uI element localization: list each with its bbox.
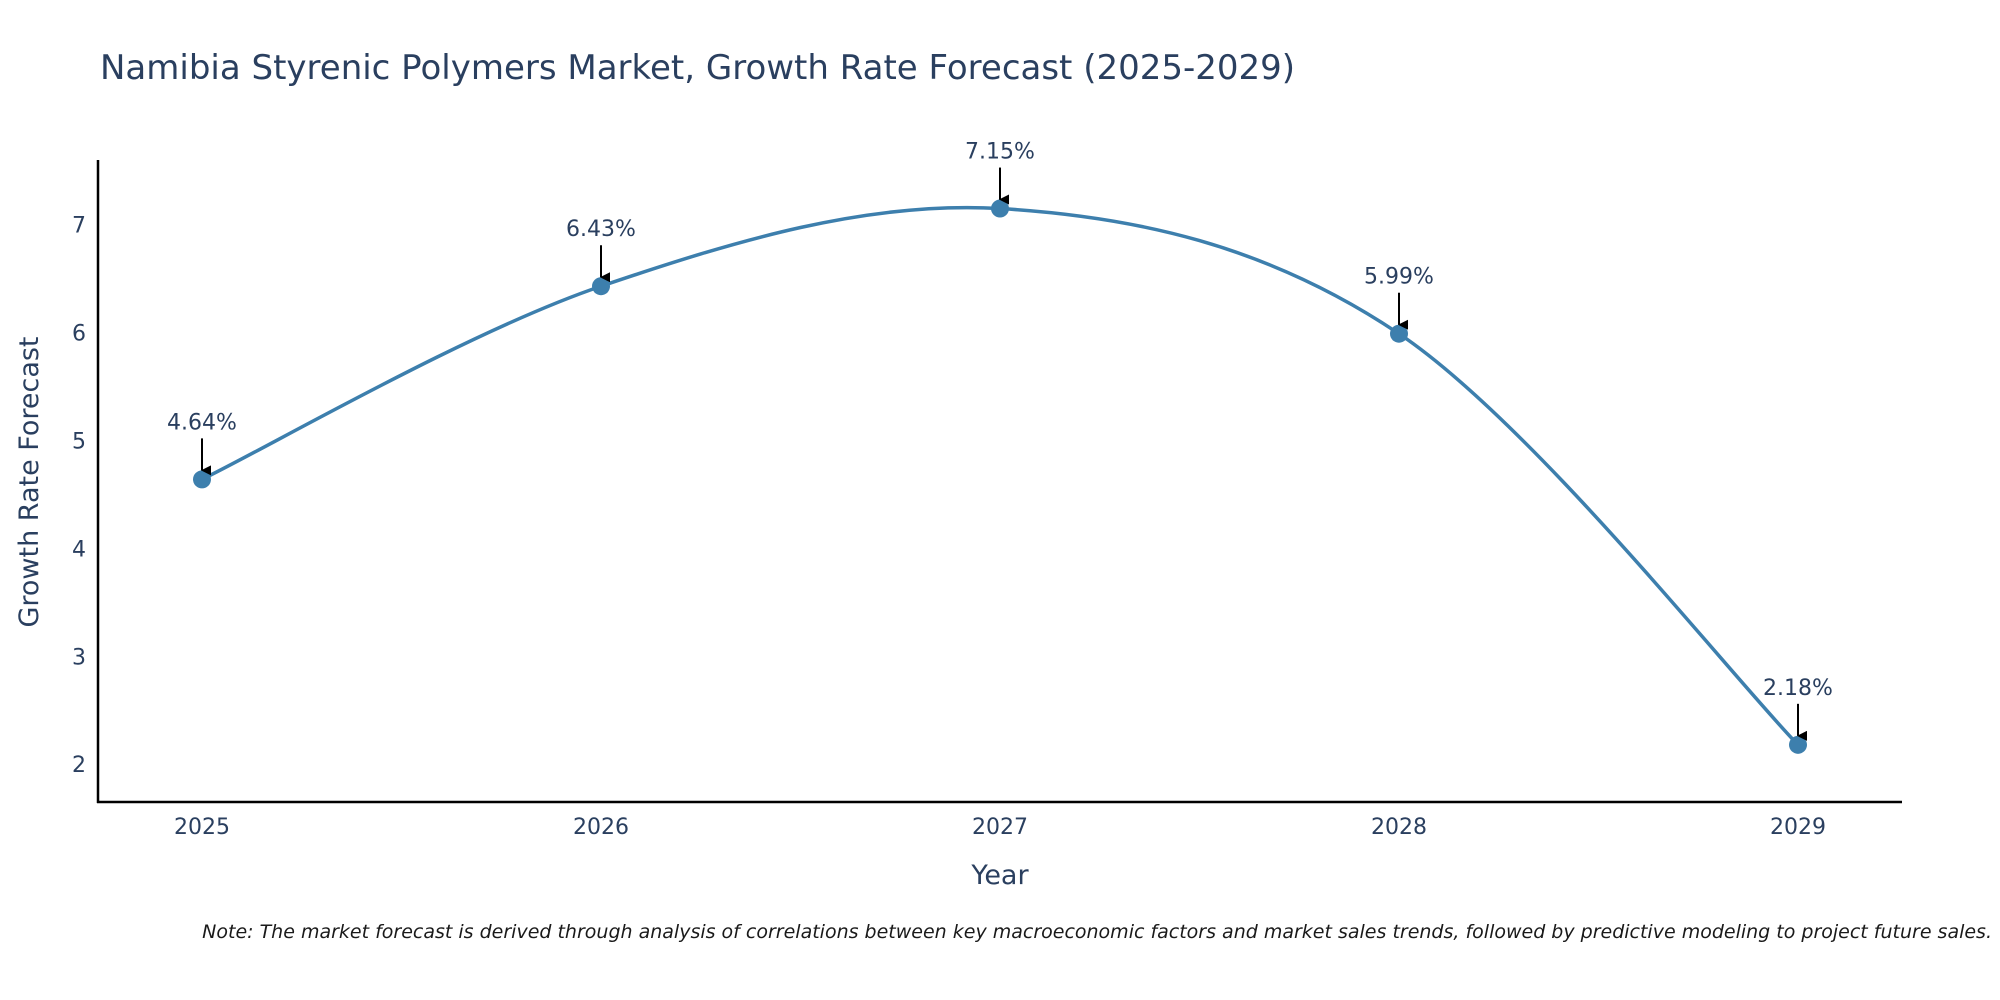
data-point	[592, 277, 610, 296]
y-tick-label: 4	[72, 537, 86, 562]
x-tick-label: 2028	[1371, 815, 1427, 840]
data-label: 2.18%	[1763, 676, 1833, 701]
y-tick-label: 5	[72, 430, 86, 455]
y-tick-labels: 2 3 4 5 6 7	[72, 214, 86, 778]
x-tick-label: 2026	[573, 815, 629, 840]
data-annotations: 4.64% 6.43% 7.15% 5.99% 2.18%	[167, 140, 1833, 741]
footnote: Note: The market forecast is derived thr…	[202, 921, 1992, 943]
data-point	[991, 199, 1009, 218]
data-label: 5.99%	[1364, 265, 1434, 290]
chart-title: Namibia Styrenic Polymers Market, Growth…	[100, 48, 1295, 88]
data-label: 7.15%	[965, 140, 1035, 165]
data-point	[1390, 324, 1408, 343]
x-tick-label: 2029	[1770, 815, 1826, 840]
data-label: 6.43%	[566, 217, 636, 242]
y-tick-label: 3	[72, 645, 86, 670]
x-tick-label: 2025	[174, 815, 230, 840]
x-tick-labels: 2025 2026 2027 2028 2029	[174, 815, 1826, 840]
y-axis-title: Growth Rate Forecast	[14, 336, 45, 627]
y-tick-label: 7	[72, 214, 86, 239]
data-point	[1789, 735, 1807, 754]
data-points	[193, 199, 1807, 754]
y-tick-label: 2	[72, 753, 86, 778]
data-point	[193, 470, 211, 489]
series-line	[201, 205, 1800, 747]
y-tick-label: 6	[72, 322, 86, 347]
data-label: 4.64%	[167, 410, 237, 435]
x-axis-title: Year	[970, 860, 1029, 891]
x-tick-label: 2027	[972, 815, 1028, 840]
